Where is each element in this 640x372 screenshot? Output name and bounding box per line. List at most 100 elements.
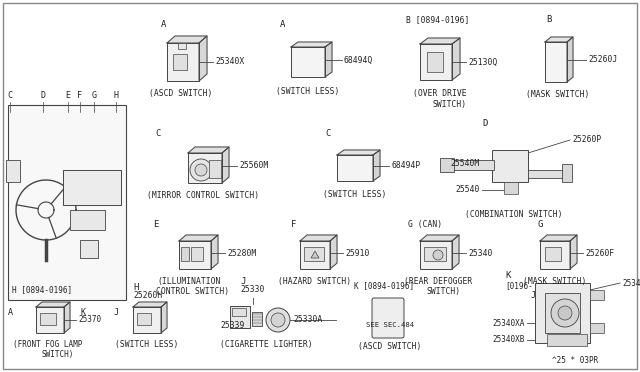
Text: (MIRROR CONTROL SWITCH): (MIRROR CONTROL SWITCH) bbox=[147, 191, 259, 200]
Polygon shape bbox=[188, 147, 229, 153]
Text: 25130Q: 25130Q bbox=[468, 58, 497, 67]
Bar bbox=[440, 158, 454, 172]
Text: (OVER DRIVE: (OVER DRIVE bbox=[413, 89, 467, 98]
Bar bbox=[545, 247, 561, 261]
Polygon shape bbox=[567, 37, 573, 82]
Text: D: D bbox=[40, 91, 45, 100]
Text: SEE SEC.484: SEE SEC.484 bbox=[366, 322, 414, 328]
Bar bbox=[179, 241, 211, 269]
Text: 68494P: 68494P bbox=[391, 161, 420, 170]
Text: F: F bbox=[77, 91, 83, 100]
Circle shape bbox=[433, 250, 443, 260]
Text: 25560M: 25560M bbox=[239, 161, 268, 170]
Text: K [0894-0196]: K [0894-0196] bbox=[354, 281, 414, 290]
Bar bbox=[70, 210, 105, 230]
Text: C: C bbox=[155, 129, 161, 138]
Bar bbox=[528, 170, 564, 178]
Text: J: J bbox=[531, 291, 536, 300]
Text: (REAR DEFOGGER: (REAR DEFOGGER bbox=[404, 277, 472, 286]
Bar bbox=[133, 307, 161, 333]
Bar bbox=[291, 47, 325, 77]
Text: 25340XC: 25340XC bbox=[622, 279, 640, 288]
Bar bbox=[181, 247, 189, 261]
Text: (ILLUMINATION: (ILLUMINATION bbox=[157, 277, 221, 286]
Polygon shape bbox=[570, 235, 577, 269]
Text: G: G bbox=[537, 220, 542, 229]
Polygon shape bbox=[545, 37, 573, 42]
Bar bbox=[80, 240, 98, 258]
Polygon shape bbox=[330, 235, 337, 269]
Text: [0196-: [0196- bbox=[505, 281, 532, 290]
Polygon shape bbox=[373, 150, 380, 181]
Circle shape bbox=[558, 306, 572, 320]
Bar bbox=[230, 306, 250, 328]
Text: 25340X: 25340X bbox=[215, 58, 244, 67]
Text: H [0894-0196]: H [0894-0196] bbox=[12, 285, 72, 294]
Polygon shape bbox=[420, 38, 460, 44]
Polygon shape bbox=[211, 235, 218, 269]
Text: 25339: 25339 bbox=[220, 321, 244, 330]
Polygon shape bbox=[540, 235, 577, 241]
Bar bbox=[424, 247, 446, 261]
Polygon shape bbox=[325, 42, 332, 77]
Text: 25340XB: 25340XB bbox=[493, 336, 525, 344]
Bar bbox=[337, 155, 373, 181]
Bar bbox=[6, 160, 20, 182]
Bar bbox=[452, 160, 494, 170]
Circle shape bbox=[551, 299, 579, 327]
Polygon shape bbox=[64, 302, 70, 333]
Bar bbox=[590, 290, 604, 300]
Circle shape bbox=[271, 313, 285, 327]
Bar bbox=[590, 323, 604, 333]
Circle shape bbox=[195, 164, 207, 176]
Bar bbox=[492, 150, 528, 182]
Bar bbox=[420, 44, 452, 80]
Bar bbox=[562, 164, 572, 182]
Bar bbox=[137, 313, 151, 325]
Bar bbox=[504, 182, 518, 194]
Text: C: C bbox=[8, 91, 13, 100]
Text: (FRONT FOG LAMP: (FRONT FOG LAMP bbox=[13, 340, 83, 349]
Polygon shape bbox=[133, 302, 167, 307]
Polygon shape bbox=[199, 36, 207, 81]
Polygon shape bbox=[167, 36, 207, 43]
Text: (SWITCH LESS): (SWITCH LESS) bbox=[115, 340, 179, 349]
Text: (MASK SWITCH): (MASK SWITCH) bbox=[524, 277, 587, 286]
Polygon shape bbox=[179, 235, 218, 241]
Text: (ASCD SWITCH): (ASCD SWITCH) bbox=[358, 342, 422, 351]
Text: (SWITCH LESS): (SWITCH LESS) bbox=[276, 87, 340, 96]
Bar bbox=[232, 308, 246, 316]
Text: 25540: 25540 bbox=[456, 186, 480, 195]
Text: D: D bbox=[482, 119, 488, 128]
Bar bbox=[300, 241, 330, 269]
Text: J: J bbox=[240, 277, 245, 286]
Bar bbox=[8, 105, 126, 300]
Text: 25540M: 25540M bbox=[451, 158, 480, 167]
Text: 25910: 25910 bbox=[345, 248, 369, 257]
Text: K: K bbox=[505, 271, 510, 280]
Text: B: B bbox=[546, 15, 552, 24]
Text: G: G bbox=[92, 91, 97, 100]
Text: F: F bbox=[291, 220, 296, 229]
Text: SWITCH): SWITCH) bbox=[42, 350, 74, 359]
Circle shape bbox=[190, 159, 212, 181]
Bar bbox=[188, 153, 222, 183]
Text: H: H bbox=[113, 91, 118, 100]
Text: G (CAN): G (CAN) bbox=[408, 220, 442, 229]
Bar bbox=[252, 312, 262, 326]
Bar bbox=[540, 241, 570, 269]
Polygon shape bbox=[161, 302, 167, 333]
Bar bbox=[420, 241, 452, 269]
Bar bbox=[63, 170, 121, 205]
Bar bbox=[535, 283, 590, 343]
Polygon shape bbox=[420, 235, 459, 241]
Polygon shape bbox=[452, 38, 460, 80]
Circle shape bbox=[266, 308, 290, 332]
Bar bbox=[36, 307, 64, 333]
Polygon shape bbox=[452, 235, 459, 269]
Text: 68494Q: 68494Q bbox=[344, 55, 373, 64]
Bar bbox=[209, 160, 221, 178]
Bar bbox=[167, 43, 199, 81]
Text: (HAZARD SWITCH): (HAZARD SWITCH) bbox=[278, 277, 351, 286]
Text: (ASCD SWITCH): (ASCD SWITCH) bbox=[149, 89, 212, 98]
